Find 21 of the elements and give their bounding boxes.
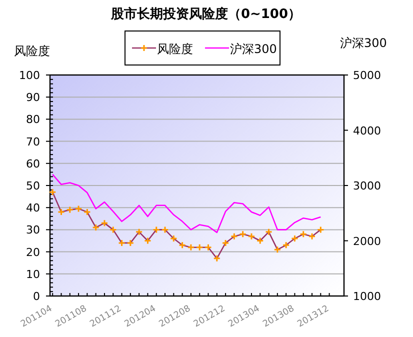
y2-axis-title: 沪深300 [340,36,387,50]
y-tick-label: 40 [26,202,40,215]
y-tick-label: 70 [26,135,40,148]
y2-tick-label: 3000 [353,180,381,192]
legend-label: 沪深300 [230,42,277,56]
y-tick-label: 30 [26,224,40,237]
y2-tick-label: 5000 [353,69,381,82]
y-tick-label: 90 [26,91,40,104]
y-tick-label: 20 [26,246,40,259]
y-tick-label: 10 [26,268,40,281]
y2-tick-label: 2000 [353,234,381,248]
y-axis-title: 风险度 [14,44,50,58]
legend-label: 风险度 [157,42,193,56]
y2-tick-label: 4000 [353,124,381,138]
y2-tick-label: 1000 [353,290,381,303]
y-tick-label: 100 [19,69,40,82]
y-tick-label: 60 [26,157,40,170]
chart-title: 股市长期投资风险度（0~100） [110,6,302,22]
y-tick-label: 0 [33,290,40,303]
y-tick-label: 80 [26,113,40,126]
y-tick-label: 50 [26,180,40,192]
